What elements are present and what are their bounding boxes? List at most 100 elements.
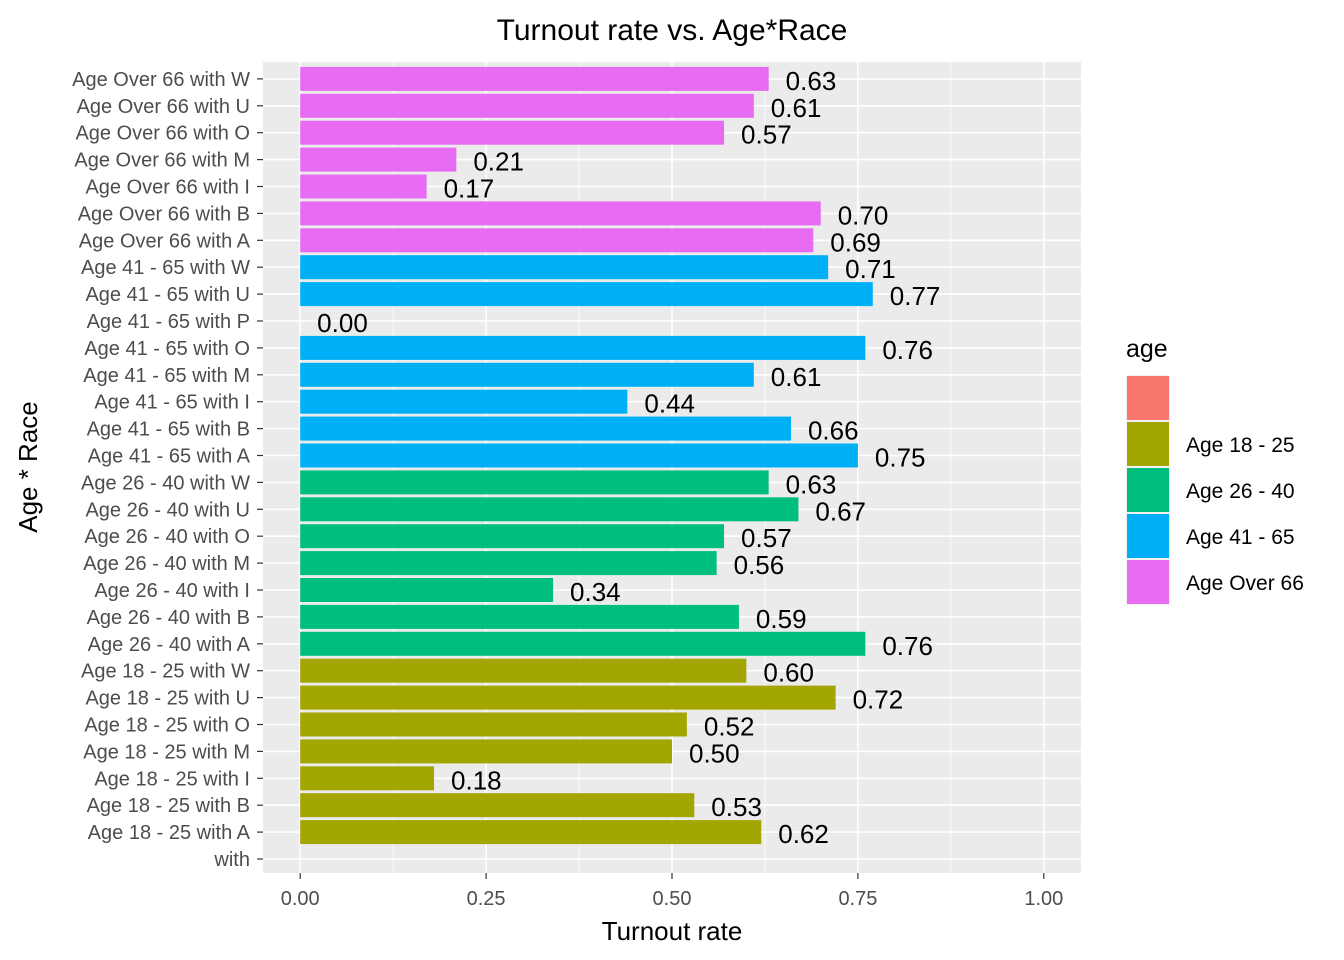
legend-label: Age 26 - 40: [1186, 480, 1295, 503]
bar: [300, 443, 858, 468]
bar: [300, 766, 435, 791]
bar: [300, 362, 754, 387]
y-tick-label: Age 26 - 40 with W: [81, 472, 250, 494]
bar: [300, 631, 866, 656]
bar-value-label: 0.57: [741, 523, 792, 553]
bar-value-label: 0.69: [830, 227, 881, 257]
y-tick-label: Age Over 66 with W: [72, 69, 250, 91]
bar: [300, 739, 672, 764]
y-tick-label: Age 26 - 40 with B: [87, 607, 250, 629]
bar-value-label: 0.62: [778, 819, 829, 849]
y-tick-label: Age 41 - 65 with P: [87, 311, 250, 333]
bar-value-label: 0.77: [890, 281, 941, 311]
bar-value-label: 0.56: [734, 550, 785, 580]
bar: [300, 255, 829, 280]
bar: [300, 604, 739, 629]
y-tick-label: Age 41 - 65 with I: [94, 392, 250, 414]
y-tick-label: Age Over 66 with U: [77, 96, 250, 118]
y-tick-label: Age Over 66 with B: [78, 203, 250, 225]
y-tick-label: Age 18 - 25 with B: [87, 795, 250, 817]
bar-value-label: 0.75: [875, 443, 926, 473]
y-tick-label: Age 18 - 25 with A: [88, 822, 251, 844]
legend-label: Age 41 - 65: [1186, 526, 1295, 549]
legend-swatch: [1127, 514, 1169, 558]
bar-value-label: 0.63: [786, 469, 837, 499]
y-tick-label: Age Over 66 with M: [74, 150, 250, 172]
legend-swatch: [1127, 376, 1169, 420]
bar-value-label: 0.52: [704, 712, 755, 742]
bar-value-label: 0.61: [771, 93, 822, 123]
bar: [300, 201, 821, 226]
y-tick-label: Age 18 - 25 with M: [83, 741, 250, 763]
bar: [300, 470, 769, 495]
y-tick-label: Age 26 - 40 with M: [83, 553, 250, 575]
y-tick-label: Age 26 - 40 with I: [94, 580, 250, 602]
bar-value-label: 0.71: [845, 254, 896, 284]
y-tick-label: Age 41 - 65 with W: [81, 257, 250, 279]
bar: [300, 147, 457, 172]
bar: [300, 497, 799, 522]
bar: [300, 658, 747, 683]
bar-value-label: 0.00: [317, 308, 368, 338]
bar: [300, 282, 873, 307]
legend: age Age 18 - 25 Age 26 - 40 Age 41 - 65 Age…: [1126, 335, 1304, 605]
legend-swatch: [1127, 422, 1169, 466]
y-tick-label: Age Over 66 with I: [85, 177, 250, 199]
legend-swatch: [1127, 468, 1169, 512]
bar: [300, 389, 628, 414]
bar: [300, 712, 687, 737]
y-tick-label: Age 41 - 65 with O: [84, 338, 250, 360]
bar-labels: 0.62 0.53 0.18 0.500.52 0.72 0.60 0.76 0.59 0.34…: [317, 66, 940, 849]
y-tick-label: Age 18 - 25 with I: [94, 768, 250, 790]
bar: [300, 793, 695, 818]
y-tick-label: Age 26 - 40 with A: [88, 634, 251, 656]
bar-value-label: 0.76: [882, 335, 933, 365]
y-tick-label: Age 41 - 65 with U: [85, 284, 250, 306]
y-tick-label: Age Over 66 with A: [79, 230, 251, 252]
bar-value-label: 0.60: [763, 658, 814, 688]
bar: [300, 174, 427, 199]
y-axis-title: Age * Race: [13, 401, 43, 533]
x-tick-label: 0.50: [653, 888, 692, 910]
y-axis-ticks: with Age 18 - 25 with A Age 18 - 25 with B…: [72, 69, 263, 871]
legend-swatch: [1127, 560, 1169, 604]
y-tick-label: Age Over 66 with O: [75, 123, 250, 145]
y-tick-label: Age 18 - 25 with W: [81, 661, 250, 683]
bar: [300, 228, 814, 253]
y-tick-label: Age 26 - 40 with O: [84, 526, 250, 548]
bar: [300, 578, 554, 602]
y-tick-label: Age 18 - 25 with O: [84, 715, 250, 737]
y-tick-label: Age 18 - 25 with U: [85, 688, 250, 710]
y-tick-label: Age 41 - 65 with B: [87, 419, 250, 441]
y-tick-label: Age 26 - 40 with U: [85, 499, 250, 521]
bar-value-label: 0.70: [838, 200, 889, 230]
bar-value-label: 0.44: [644, 389, 695, 419]
x-tick-label: 0.25: [467, 888, 506, 910]
bar: [300, 120, 725, 145]
y-tick-label: Age 41 - 65 with M: [83, 365, 250, 387]
bar-value-label: 0.72: [853, 685, 904, 715]
bar-value-label: 0.21: [473, 147, 524, 177]
bar-value-label: 0.66: [808, 416, 859, 446]
bar-value-label: 0.53: [711, 792, 762, 822]
x-tick-label: 1.00: [1024, 888, 1063, 910]
x-axis-title: Turnout rate: [602, 916, 743, 946]
bar: [300, 66, 769, 91]
bar-value-label: 0.63: [786, 66, 837, 96]
x-axis-ticks: 0.00 0.25 0.50 0.75 1.00: [281, 873, 1063, 910]
y-tick-label: Age 41 - 65 with A: [88, 446, 251, 468]
bar-value-label: 0.59: [756, 604, 807, 634]
bar: [300, 93, 754, 118]
x-tick-label: 0.00: [281, 888, 320, 910]
legend-label: Age 18 - 25: [1186, 434, 1295, 457]
x-tick-label: 0.75: [838, 888, 877, 910]
chart-title: Turnout rate vs. Age*Race: [497, 14, 848, 47]
bar-value-label: 0.61: [771, 362, 822, 392]
bar: [300, 551, 717, 576]
bar-value-label: 0.76: [882, 631, 933, 661]
y-tick-label: with: [213, 849, 250, 871]
bar-value-label: 0.67: [815, 496, 866, 526]
bar-value-label: 0.17: [444, 174, 495, 204]
bar: [300, 335, 866, 360]
